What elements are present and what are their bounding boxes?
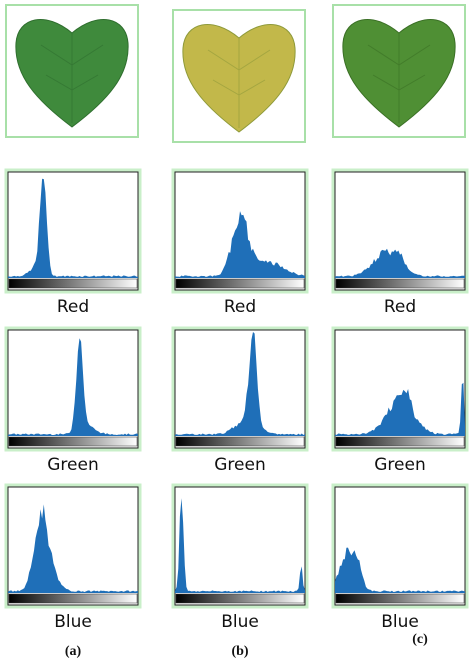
channel-label: Blue xyxy=(381,612,419,632)
intensity-ramp xyxy=(176,594,304,603)
leaf-image xyxy=(333,5,465,137)
histogram xyxy=(333,328,467,450)
page: {"columns": [ {"label": "(a)", "histogra… xyxy=(0,0,470,661)
histogram xyxy=(333,170,467,292)
leaf-image xyxy=(173,10,305,142)
histogram xyxy=(173,485,307,607)
histogram-box xyxy=(175,487,305,605)
channel-label: Blue xyxy=(221,612,259,632)
channel-label: Green xyxy=(47,455,98,475)
leaf-image xyxy=(6,5,138,137)
histogram xyxy=(173,170,307,292)
column-label: (a) xyxy=(65,644,82,659)
histogram xyxy=(333,485,467,607)
histogram-box xyxy=(8,172,138,290)
intensity-ramp xyxy=(176,279,304,288)
histogram xyxy=(6,485,140,607)
intensity-ramp xyxy=(9,594,137,603)
intensity-ramp xyxy=(336,594,464,603)
channel-label: Red xyxy=(57,297,89,317)
channel-label: Green xyxy=(374,455,425,475)
column-label: (c) xyxy=(412,632,428,647)
histogram xyxy=(173,328,307,450)
intensity-ramp xyxy=(9,437,137,446)
channel-label: Green xyxy=(214,455,265,475)
histogram xyxy=(6,328,140,450)
intensity-ramp xyxy=(176,437,304,446)
column-label: (b) xyxy=(231,644,248,659)
intensity-ramp xyxy=(9,279,137,288)
histogram xyxy=(6,170,140,292)
channel-label: Red xyxy=(384,297,416,317)
figure: Red Green Blue (a) Red Green Blue (b) Red Green Bl… xyxy=(0,0,470,661)
intensity-ramp xyxy=(336,437,464,446)
channel-label: Blue xyxy=(54,612,92,632)
intensity-ramp xyxy=(336,279,464,288)
channel-label: Red xyxy=(224,297,256,317)
